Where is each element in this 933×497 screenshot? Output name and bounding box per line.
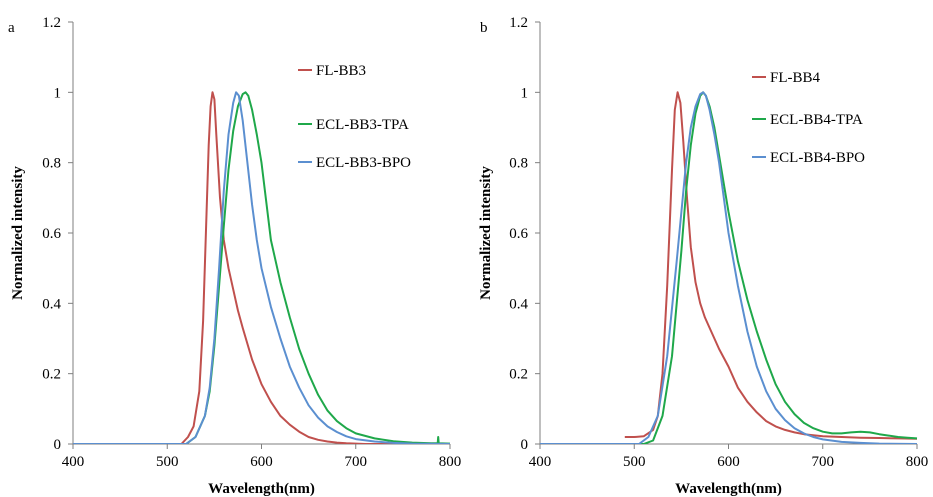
y-tick-label: 0.2 [42, 367, 61, 383]
y-tick-label: 1 [521, 85, 529, 101]
legend-label: FL-BB4 [770, 70, 821, 86]
x-axis-title: Wavelength(nm) [675, 481, 782, 497]
x-tick-label: 800 [439, 454, 462, 470]
x-tick-label: 700 [812, 454, 835, 470]
y-tick-label: 0.2 [509, 367, 528, 383]
y-tick-label: 0.4 [509, 296, 528, 312]
x-axis-title: Wavelength(nm) [208, 481, 315, 497]
legend-label: ECL-BB4-TPA [770, 112, 863, 128]
legend-label: ECL-BB3-TPA [316, 117, 409, 133]
legend-label: FL-BB3 [316, 63, 366, 79]
series-line-ecl-bb3-tpa [73, 91, 451, 444]
x-tick-label: 700 [345, 454, 368, 470]
y-tick-label: 0.6 [509, 226, 528, 242]
series-line-fl-bb4 [624, 91, 918, 440]
y-axis-title: Normalized intensity [478, 166, 494, 300]
y-tick-label: 1.2 [509, 15, 528, 31]
x-tick-label: 600 [250, 454, 273, 470]
y-tick-label: 0.8 [42, 156, 61, 172]
series-line-fl-bb3 [73, 91, 450, 444]
series-line-ecl-bb3-bpo [73, 91, 451, 444]
y-axis-title: Normalized intensity [10, 166, 26, 300]
x-tick-label: 600 [717, 454, 740, 470]
chart-panel-b: 0 0.2 0.4 0.6 0.8 1 1.2 400 500 600 700 800 Waveleng… [478, 15, 928, 497]
x-tick-label: 400 [529, 454, 552, 470]
y-tick-label: 0 [54, 437, 62, 453]
series-line-ecl-bb4-tpa [540, 91, 918, 444]
x-tick-label: 400 [62, 454, 85, 470]
legend-label: ECL-BB3-BPO [316, 155, 411, 171]
x-tick-label: 800 [906, 454, 929, 470]
series-line-ecl-bb4-bpo [540, 91, 918, 444]
legend-label: ECL-BB4-BPO [770, 150, 865, 166]
x-tick-label: 500 [156, 454, 179, 470]
x-tick-label: 500 [623, 454, 646, 470]
y-tick-label: 0 [521, 437, 529, 453]
chart-panel-a: 0 0.2 0.4 0.6 0.8 1 1.2 400 500 600 700 800 Waveleng… [8, 15, 461, 497]
y-tick-label: 1 [54, 85, 62, 101]
panel-label: b [480, 20, 488, 36]
y-tick-label: 0.4 [42, 296, 61, 312]
y-tick-label: 1.2 [42, 15, 61, 31]
y-tick-label: 0.6 [42, 226, 61, 242]
y-tick-label: 0.8 [509, 156, 528, 172]
panel-label: a [8, 20, 15, 36]
